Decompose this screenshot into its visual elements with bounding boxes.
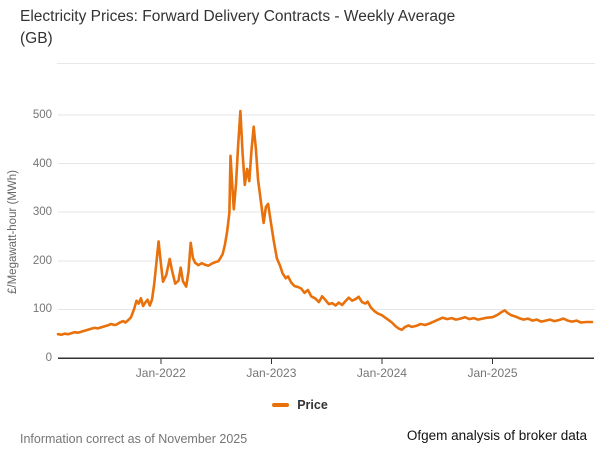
y-tick-label: 500	[32, 109, 52, 121]
x-tick-label: Jan-2023	[246, 366, 297, 380]
x-tick-label: Jan-2025	[467, 366, 518, 380]
chart-top-divider	[57, 63, 595, 64]
price-line	[56, 109, 594, 337]
footnote-correct-as-of: Information correct as of November 2025	[20, 432, 248, 446]
footnote-source: Ofgem analysis of broker data	[406, 428, 587, 443]
y-tick-label: 100	[32, 303, 52, 316]
y-tick-label: 200	[32, 254, 52, 267]
y-tick-label: 0	[45, 352, 52, 364]
y-tick-label: 400	[32, 157, 52, 170]
x-tick-label: Jan-2024	[356, 366, 407, 380]
y-tick-label: 300	[32, 206, 52, 219]
x-tick-label: Jan-2022	[135, 366, 186, 380]
page-title: Electricity Prices: Forward Delivery Con…	[20, 8, 456, 47]
chart-legend: Price	[0, 397, 600, 413]
legend-label-price: Price	[297, 398, 328, 412]
price-series-swatch-icon	[272, 403, 290, 407]
